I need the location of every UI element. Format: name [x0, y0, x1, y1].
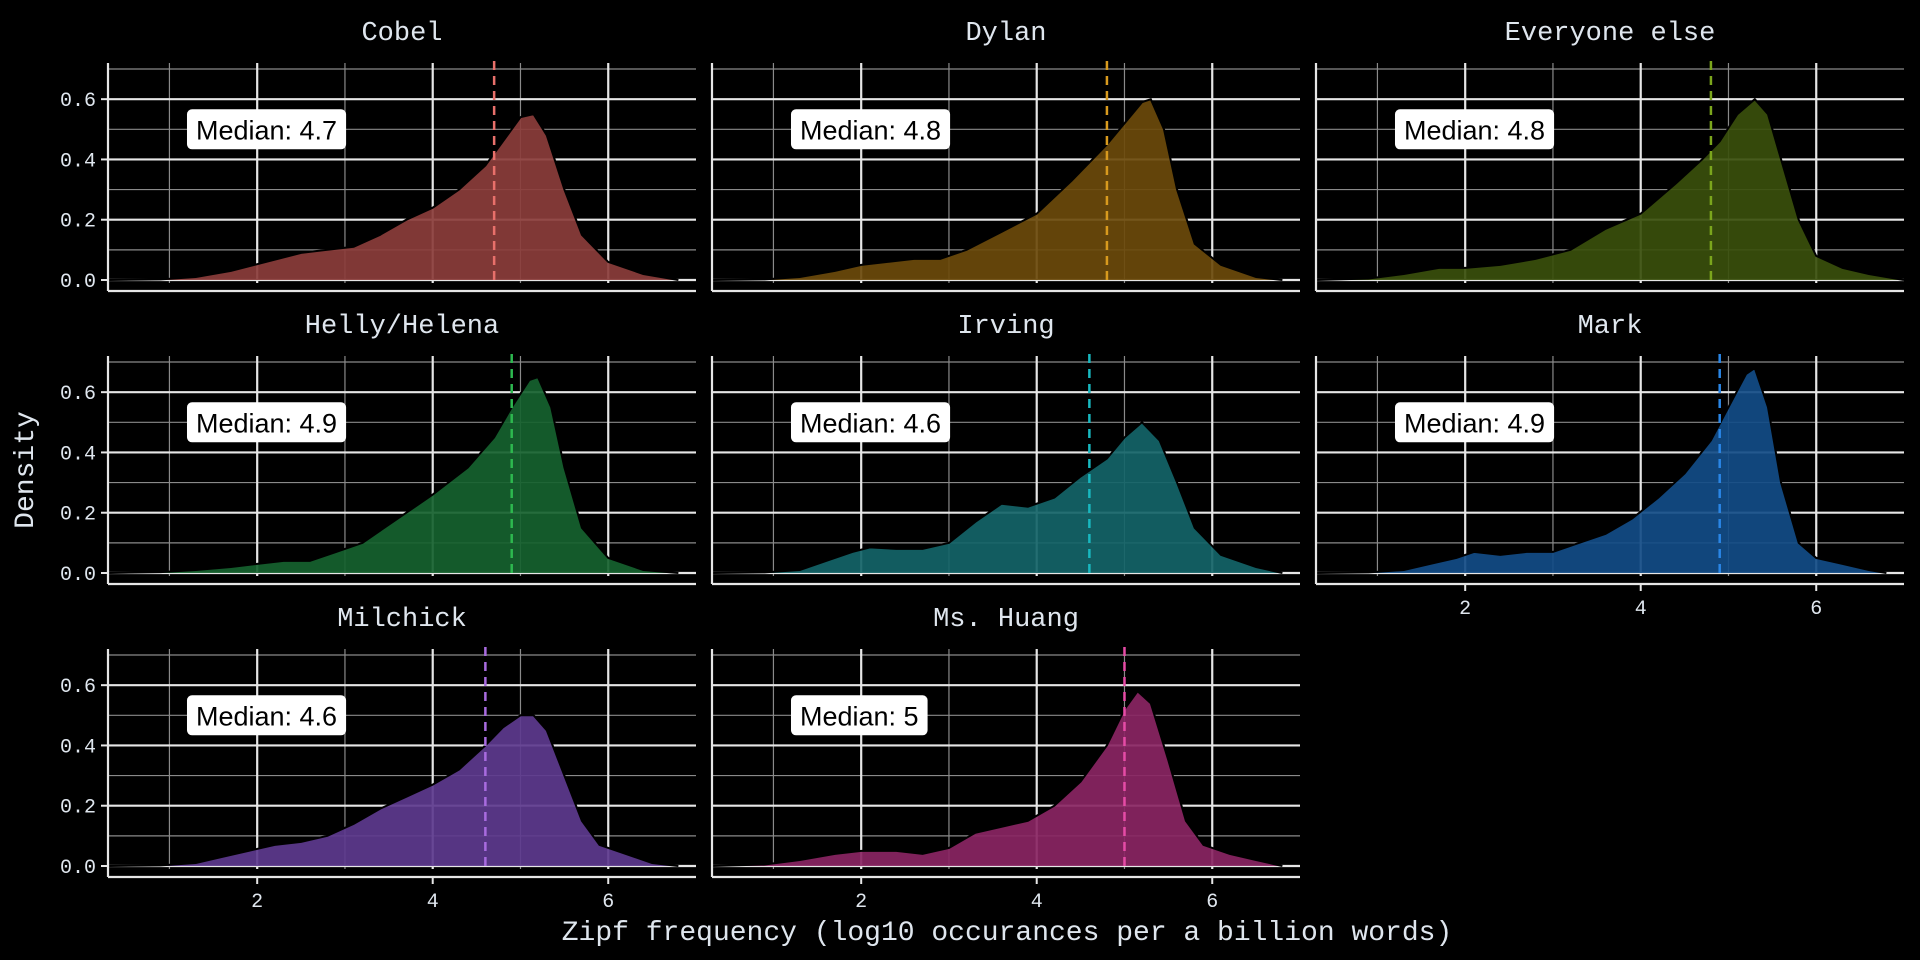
density-outline-milchick [107, 714, 679, 867]
median-label-box-cobel [186, 109, 347, 150]
facet-title-cobel: Cobel [361, 19, 442, 49]
y-tick-label: 0.6 [60, 383, 96, 406]
panel-mark: 2 4 6 Mark Median: 4.9 [1314, 312, 1904, 621]
facet-title-milchick: Milchick [337, 605, 467, 635]
density-area-helly-helena [108, 377, 679, 573]
x-tick-label: 6 [602, 891, 614, 914]
x-tick-label: 6 [1206, 891, 1218, 914]
density-outline-cobel [107, 113, 679, 281]
facet-title-ms-huang: Ms. Huang [933, 605, 1079, 635]
facet-panels: 0.0 0.2 0.4 0.6 Cobel Median: 4.7 Dylan Median:… [60, 19, 1905, 914]
median-label-dylan: Median: 4.8 [800, 115, 941, 145]
median-label-box-everyone-else [1394, 109, 1555, 150]
density-area-cobel [108, 114, 679, 280]
x-tick-label: 2 [1459, 598, 1471, 621]
y-tick-label: 0.6 [60, 90, 96, 113]
density-outline-ms-huang [711, 689, 1283, 867]
density-outline-dylan [711, 97, 1283, 281]
density-area-everyone-else [1316, 99, 1904, 280]
median-label-ms-huang: Median: 5 [800, 701, 919, 731]
y-tick-label: 0.0 [60, 857, 96, 880]
median-label-box-milchick [186, 695, 347, 736]
median-label-box-dylan [790, 109, 951, 150]
x-tick-label: 4 [1031, 891, 1043, 914]
x-axis-title: Zipf frequency (log10 occurances per a b… [562, 918, 1453, 949]
median-label-mark: Median: 4.9 [1404, 408, 1545, 438]
density-outline-everyone-else [1315, 97, 1905, 281]
median-label-helly-helena: Median: 4.9 [196, 408, 337, 438]
x-tick-label: 4 [427, 891, 439, 914]
density-outline-helly-helena [107, 375, 679, 574]
facet-title-irving: Irving [957, 312, 1054, 342]
y-tick-label: 0.0 [60, 564, 96, 587]
median-label-irving: Median: 4.6 [800, 408, 941, 438]
density-area-mark [1316, 368, 1887, 573]
panel-ms-huang: 2 4 6 Ms. Huang Median: 5 [710, 605, 1300, 914]
median-label-milchick: Median: 4.6 [196, 701, 337, 731]
panel-dylan: Dylan Median: 4.8 [710, 19, 1300, 293]
median-label-box-irving [790, 402, 951, 443]
x-tick-label: 2 [855, 891, 867, 914]
median-label-cobel: Median: 4.7 [196, 115, 337, 145]
y-tick-label: 0.4 [60, 150, 96, 173]
density-area-ms-huang [712, 691, 1283, 866]
median-label-box-ms-huang [790, 695, 928, 736]
x-tick-label: 2 [251, 891, 263, 914]
panel-cobel: 0.0 0.2 0.4 0.6 Cobel Median: 4.7 [60, 19, 696, 294]
density-outline-irving [711, 420, 1283, 574]
facet-title-everyone-else: Everyone else [1505, 19, 1716, 49]
median-label-everyone-else: Median: 4.8 [1404, 115, 1545, 145]
y-tick-label: 0.6 [60, 676, 96, 699]
x-tick-label: 4 [1635, 598, 1647, 621]
density-area-irving [712, 422, 1283, 573]
y-tick-label: 0.2 [60, 211, 96, 234]
x-tick-label: 6 [1810, 598, 1822, 621]
facet-title-dylan: Dylan [965, 19, 1046, 49]
density-area-dylan [712, 99, 1283, 280]
panel-milchick: 0.0 0.2 0.4 0.6 2 4 6 Milchick Median: 4.6 [60, 605, 696, 914]
density-outline-mark [1315, 366, 1887, 574]
median-label-box-helly-helena [186, 402, 347, 443]
y-tick-label: 0.4 [60, 443, 96, 466]
panel-helly-helena: 0.0 0.2 0.4 0.6 Helly/Helena Median: 4.9 [60, 312, 696, 587]
y-tick-label: 0.2 [60, 797, 96, 820]
panel-irving: Irving Median: 4.6 [710, 312, 1300, 586]
panel-everyone-else: Everyone else Median: 4.8 [1314, 19, 1905, 293]
facet-title-helly-helena: Helly/Helena [305, 312, 499, 342]
y-tick-label: 0.4 [60, 736, 96, 759]
y-tick-label: 0.0 [60, 271, 96, 294]
density-area-milchick [108, 715, 679, 866]
y-tick-label: 0.2 [60, 504, 96, 527]
y-axis-title: Density [11, 411, 42, 529]
facet-title-mark: Mark [1578, 312, 1643, 342]
median-label-box-mark [1394, 402, 1555, 443]
